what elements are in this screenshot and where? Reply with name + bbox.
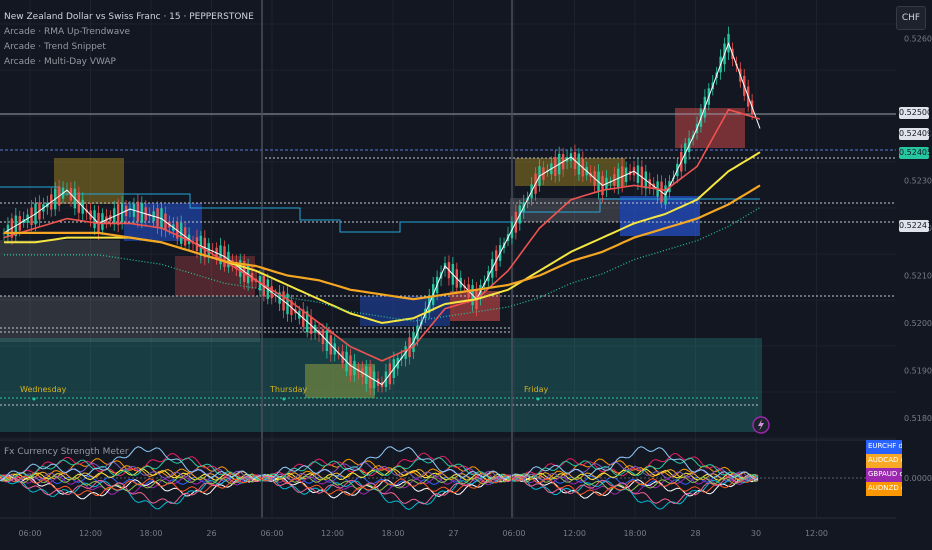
alert-icon[interactable] bbox=[752, 416, 770, 434]
symbol-title[interactable]: New Zealand Dollar vs Swiss Franc · 15 ·… bbox=[4, 12, 254, 22]
strength-line bbox=[0, 474, 759, 492]
zero-label: 0.00000 bbox=[904, 474, 932, 483]
delta-legend-item: AUDNZD delta bbox=[866, 482, 902, 496]
zone-box bbox=[0, 296, 260, 342]
time-label: 30 bbox=[751, 529, 761, 538]
indicator-2-label[interactable]: Arcade · Trend Snippet bbox=[4, 42, 106, 52]
zone-box bbox=[360, 296, 450, 326]
price-tag-2: 0.52409 bbox=[899, 128, 932, 140]
chart-legend: New Zealand Dollar vs Swiss Franc · 15 ·… bbox=[4, 10, 254, 70]
time-label: 18:00 bbox=[381, 529, 404, 538]
time-label: 12:00 bbox=[79, 529, 102, 538]
zone-box bbox=[450, 291, 500, 321]
delta-legend-item: GBPAUD delta bbox=[866, 468, 902, 482]
zone-box bbox=[54, 158, 124, 204]
ma-line bbox=[4, 184, 761, 301]
delta-legend-item: AUDCAD delta bbox=[866, 454, 902, 468]
time-label: 28 bbox=[690, 529, 700, 538]
day-marker bbox=[32, 397, 36, 401]
time-label: 26 bbox=[206, 529, 216, 538]
time-label: 12:00 bbox=[563, 529, 586, 538]
indicator-1-label[interactable]: Arcade · RMA Up-Trendwave bbox=[4, 27, 131, 37]
moving-average-lines bbox=[3, 42, 761, 386]
day-marker bbox=[282, 397, 286, 401]
teal-dotted-line bbox=[4, 206, 761, 322]
price-tag-1: 0.52500 bbox=[899, 107, 932, 119]
time-label: 12:00 bbox=[321, 529, 344, 538]
delta-legend: EURCHF delta AUDCAD delta GBPAUD delta A… bbox=[866, 440, 902, 496]
strength-meter-pane: 0.00000 bbox=[0, 439, 932, 519]
session-separators bbox=[261, 0, 513, 518]
time-label: 27 bbox=[448, 529, 458, 538]
day-label: Thursday bbox=[269, 385, 307, 394]
ma-line bbox=[3, 42, 761, 386]
day-marker bbox=[536, 397, 540, 401]
zone-box bbox=[175, 256, 255, 296]
time-label: 06:00 bbox=[260, 529, 283, 538]
vwap-step-line bbox=[0, 186, 760, 233]
time-axis: 06:00 12:00 18:00 26 06:00 12:00 18:00 27 06:00 1… bbox=[18, 529, 828, 538]
time-label: 06:00 bbox=[502, 529, 525, 538]
zone-box bbox=[510, 198, 620, 222]
price-tag-3: 0.52241 bbox=[899, 220, 932, 232]
time-label: 18:00 bbox=[623, 529, 646, 538]
time-label: 06:00 bbox=[18, 529, 41, 538]
delta-legend-item: EURCHF delta bbox=[866, 440, 902, 454]
indicator-3-label[interactable]: Arcade · Multi-Day VWAP bbox=[4, 57, 116, 67]
day-labels: Wednesday Thursday Friday bbox=[20, 385, 549, 401]
strength-meter-label[interactable]: Fx Currency Strength Meter bbox=[4, 447, 129, 457]
zone-box bbox=[0, 240, 120, 278]
day-label: Friday bbox=[524, 385, 549, 394]
ma-line bbox=[3, 108, 761, 362]
day-label: Wednesday bbox=[20, 385, 67, 394]
currency-button[interactable]: CHF bbox=[896, 6, 926, 30]
price-tag-last: 0.52405 bbox=[899, 147, 932, 159]
time-label: 12:00 bbox=[805, 529, 828, 538]
time-label: 18:00 bbox=[139, 529, 162, 538]
zone-box bbox=[124, 203, 202, 241]
zone-box bbox=[675, 108, 745, 148]
strength-line bbox=[0, 475, 759, 505]
strength-line bbox=[0, 446, 759, 482]
grid-lines bbox=[0, 0, 896, 518]
strength-line bbox=[0, 474, 759, 496]
